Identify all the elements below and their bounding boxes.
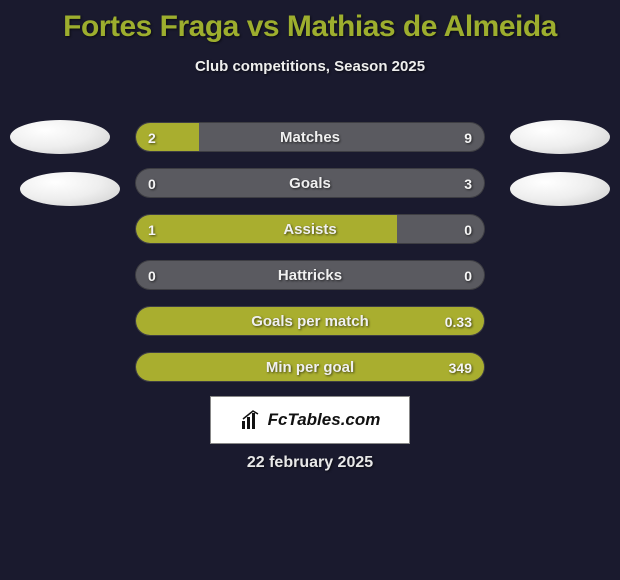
stat-bar: Hattricks0 0 [135, 260, 485, 290]
stat-label: Goals [136, 169, 484, 197]
stat-bar: Goals per match0.33 [135, 306, 485, 336]
stat-bar: Goals0 3 [135, 168, 485, 198]
chart-icon [240, 409, 262, 431]
stat-value-right: 0 [464, 261, 472, 289]
stat-bar: Assists1 0 [135, 214, 485, 244]
brand-text: FcTables.com [268, 410, 381, 430]
player-right-avatar-2 [510, 172, 610, 206]
page-title: Fortes Fraga vs Mathias de Almeida [0, 0, 620, 44]
stat-label: Goals per match [136, 307, 484, 335]
stat-label: Hattricks [136, 261, 484, 289]
player-left-avatar-2 [20, 172, 120, 206]
stat-label: Matches [136, 123, 484, 151]
stat-value-right: 0.33 [445, 307, 472, 335]
stat-value-left: 2 [148, 123, 156, 151]
date-text: 22 february 2025 [0, 454, 620, 472]
stat-bar: Matches2 9 [135, 122, 485, 152]
stat-value-left: 0 [148, 261, 156, 289]
stat-value-right: 349 [449, 353, 472, 381]
stat-value-right: 0 [464, 215, 472, 243]
brand-badge: FcTables.com [210, 396, 410, 444]
player-left-avatar-1 [10, 120, 110, 154]
stat-value-right: 9 [464, 123, 472, 151]
stat-label: Min per goal [136, 353, 484, 381]
page-subtitle: Club competitions, Season 2025 [0, 58, 620, 75]
stat-label: Assists [136, 215, 484, 243]
player-right-avatar-1 [510, 120, 610, 154]
stat-value-right: 3 [464, 169, 472, 197]
stat-value-left: 0 [148, 169, 156, 197]
stats-bars: Matches29Goals03Assists10Hattricks00Goal… [135, 122, 485, 398]
stat-value-left: 1 [148, 215, 156, 243]
stat-bar: Min per goal349 [135, 352, 485, 382]
